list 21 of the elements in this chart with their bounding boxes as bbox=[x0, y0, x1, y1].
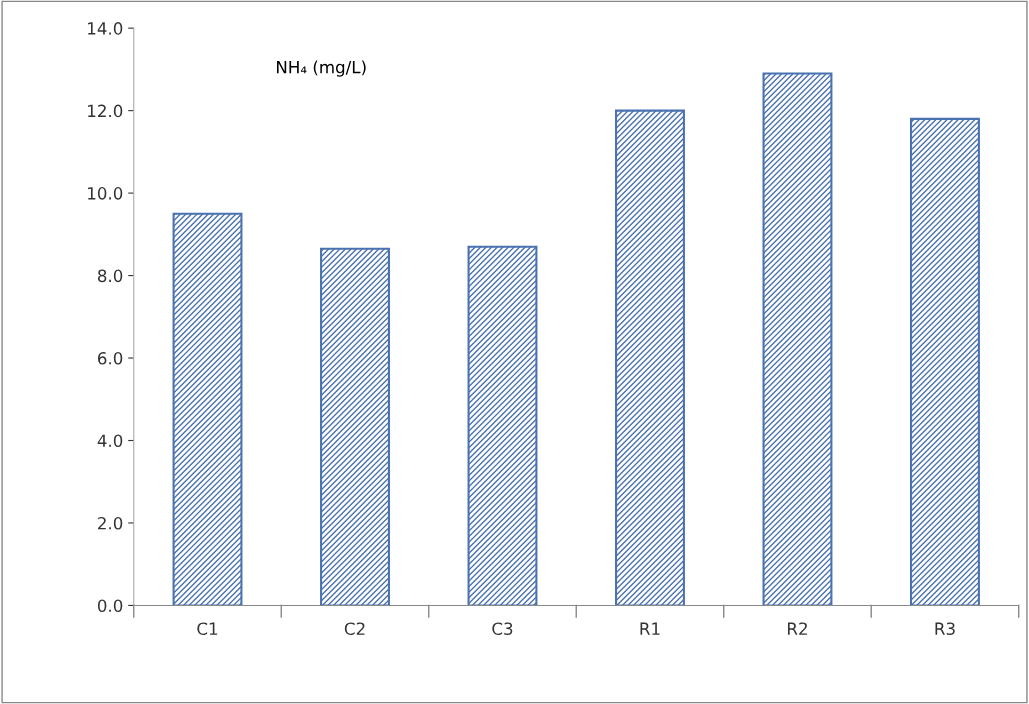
y-tick-label: 4.0 bbox=[97, 434, 123, 448]
bar bbox=[320, 247, 390, 606]
y-tick-label: 14.0 bbox=[88, 22, 123, 35]
x-tick-label: R2 bbox=[788, 622, 807, 635]
x-tick-label: C2 bbox=[344, 622, 365, 636]
bar bbox=[467, 245, 538, 606]
y-tick-label: 8.0 bbox=[97, 269, 123, 283]
y-tick-label: 6.0 bbox=[98, 352, 123, 365]
y-tick-label: 10.0 bbox=[88, 187, 123, 200]
y-tick-label: 12.0 bbox=[88, 104, 123, 118]
bar bbox=[762, 72, 833, 606]
bar bbox=[172, 212, 243, 606]
x-tick-label: R3 bbox=[935, 622, 955, 636]
bar bbox=[910, 117, 980, 606]
x-tick-label: R1 bbox=[640, 622, 660, 635]
x-tick-label: C3 bbox=[492, 622, 513, 636]
bar bbox=[615, 109, 685, 606]
y-tick-label: 0.0 bbox=[97, 599, 123, 613]
y-tick-label: 2.0 bbox=[98, 516, 123, 530]
annotation: NH₄ (mg/L) bbox=[277, 60, 366, 77]
x-tick-label: C1 bbox=[197, 622, 218, 636]
